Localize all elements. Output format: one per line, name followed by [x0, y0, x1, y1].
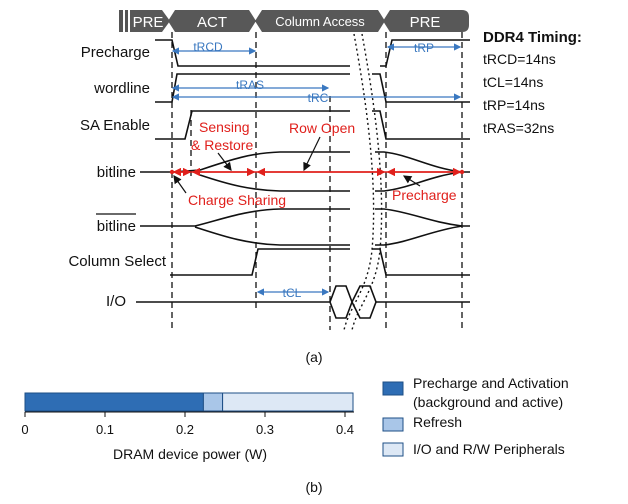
signal-wordline-label: wordline: [93, 80, 150, 97]
x-tick-label-0: 0: [21, 422, 28, 437]
power-bar-segment-1: [202, 392, 224, 412]
ddr4-title: DDR4 Timing:: [483, 29, 582, 46]
caption-a: (a): [305, 349, 322, 365]
timing-intervals: tRCD tRAS tRC tRP tCL: [171, 40, 462, 300]
x-tick-label-2: 0.2: [176, 422, 194, 437]
phase-pre-2: [383, 10, 469, 32]
chart-legend: Precharge and Activation (background and …: [382, 375, 569, 457]
x-tick-label-3: 0.3: [256, 422, 274, 437]
time-break: [343, 33, 383, 331]
guide-lines: [171, 32, 463, 330]
phase-label-pre-1: PRE: [133, 14, 164, 31]
phase-column-access: [255, 10, 385, 32]
ddr4-trcd: tRCD=14ns: [483, 51, 556, 67]
charge-sharing-label: Charge Sharing: [188, 192, 286, 208]
precharge-waveform: [155, 39, 350, 67]
power-bar-chart: 0 0.1 0.2 0.3 0.4: [21, 392, 354, 437]
signal-io-label: I/O: [106, 293, 126, 310]
ddr4-timing-block: DDR4 Timing: tRCD=14ns tCL=14ns tRP=14ns…: [483, 29, 582, 136]
legend-label-0-1: (background and active): [413, 394, 563, 410]
tras-label: tRAS: [236, 78, 264, 92]
power-bar-segment-2: [222, 392, 354, 412]
ddr4-tcl: tCL=14ns: [483, 74, 543, 90]
precharge-annotation-label: Precharge: [392, 187, 457, 203]
annotation-pointers: [173, 136, 421, 194]
ddr4-tras: tRAS=32ns: [483, 120, 554, 136]
signal-precharge-label: Precharge: [81, 44, 150, 61]
caption-b: (b): [305, 479, 322, 495]
legend-swatch-1: [382, 417, 404, 432]
row-open-label: Row Open: [289, 120, 355, 136]
x-tick-label-4: 0.4: [336, 422, 354, 437]
signal-bitline-label: bitline: [97, 164, 136, 181]
phase-label-pre-2: PRE: [410, 14, 441, 31]
restore-label: & Restore: [191, 137, 253, 153]
x-axis-label: DRAM device power (W): [113, 446, 267, 462]
trcd-label: tRCD: [193, 40, 223, 54]
legend-swatch-0: [382, 381, 404, 396]
io-waveform: [136, 285, 353, 319]
signal-column-select-label: Column Select: [68, 253, 166, 270]
legend-label-1-0: Refresh: [413, 414, 462, 430]
phase-label-column-access: Column Access: [275, 14, 365, 29]
sa-enable-waveform: [155, 110, 350, 140]
signal-labels: Precharge wordline SA Enable bitline bit…: [68, 44, 166, 310]
trp-label: tRP: [414, 41, 434, 55]
ddr4-trp: tRP=14ns: [483, 97, 545, 113]
trc-label: tRC: [308, 91, 329, 105]
column-select-waveform: [170, 248, 350, 276]
phase-pre-1: [130, 10, 170, 32]
legend-label-2-0: I/O and R/W Peripherals: [413, 441, 565, 457]
signal-bitline-bar-label: bitline: [97, 218, 136, 235]
phase-bar: PRE ACT Column Access PRE: [119, 10, 469, 32]
legend-swatch-2: [382, 442, 404, 457]
waveforms: [136, 39, 470, 319]
bitline-annotations: Sensing & Restore Row Open Charge Sharin…: [169, 119, 465, 208]
bitline-bar-waveform: [140, 208, 350, 227]
phase-act: [168, 10, 256, 32]
sensing-label: Sensing: [199, 119, 250, 135]
phase-label-act: ACT: [197, 14, 227, 31]
signal-sa-enable-label: SA Enable: [80, 117, 150, 134]
power-bar-segment-0: [24, 392, 204, 412]
x-tick-label-1: 0.1: [96, 422, 114, 437]
legend-label-0-0: Precharge and Activation: [413, 375, 569, 391]
tcl-label: tCL: [283, 286, 302, 300]
